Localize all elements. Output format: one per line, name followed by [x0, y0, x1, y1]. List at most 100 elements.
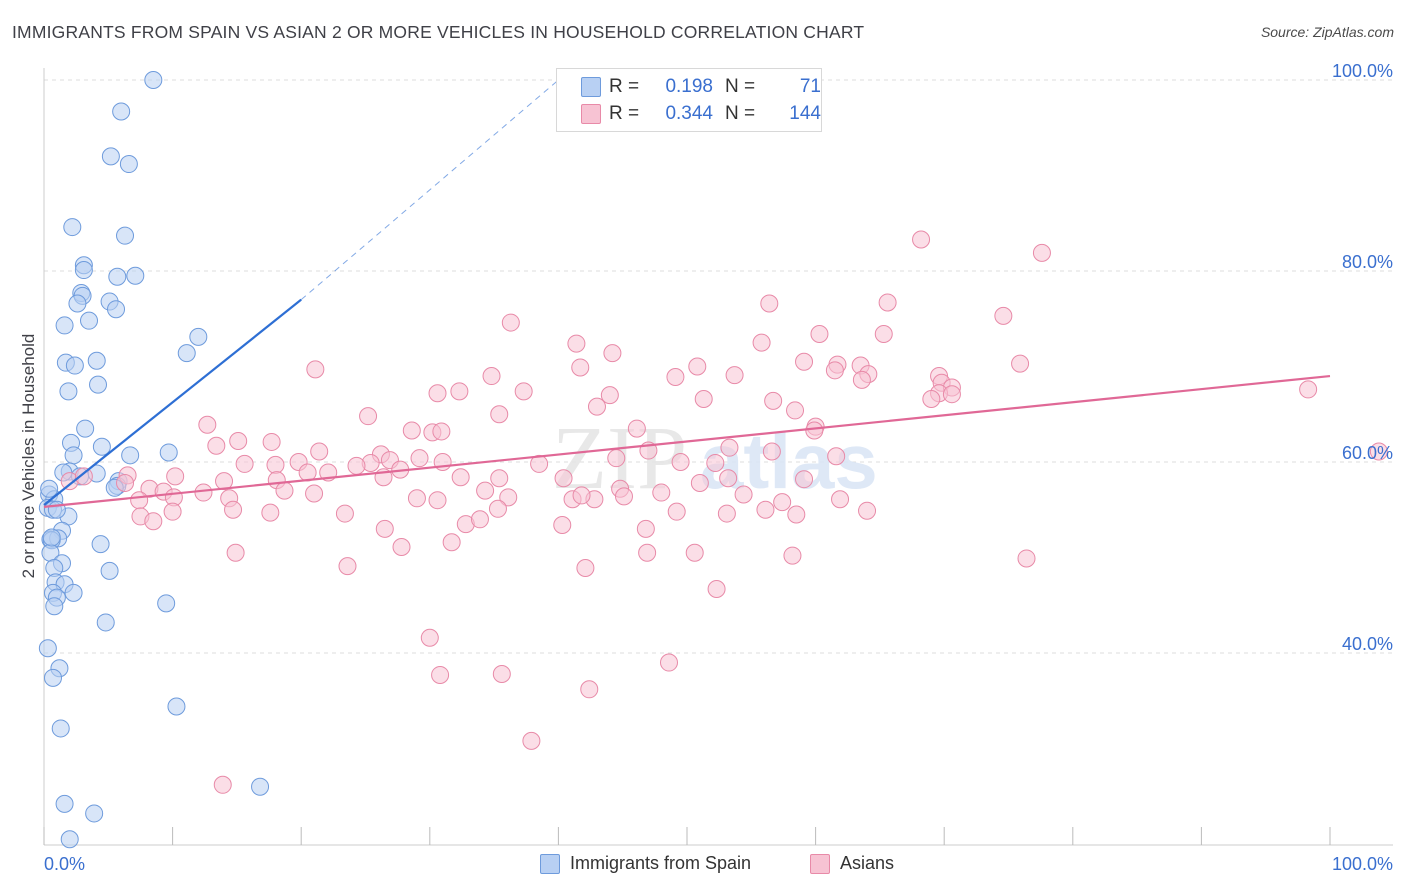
- asians-point-137: [431, 665, 450, 684]
- asians-point-48: [229, 431, 248, 450]
- asians-point-38: [786, 401, 805, 420]
- x-tick-label-1: 100.0%: [1332, 854, 1393, 874]
- asians-point-45: [432, 422, 451, 441]
- asians-point-42: [198, 415, 217, 434]
- asians-point-130: [783, 546, 802, 565]
- legend-r-label: R =: [609, 103, 640, 124]
- asians-point-103: [572, 486, 591, 505]
- asians-point-129: [685, 543, 704, 562]
- spain-point-64: [85, 804, 104, 823]
- asians-point-53: [762, 442, 781, 461]
- correlation-legend: R = 0.198 N = 71 R = 0.344 N = 144: [556, 68, 822, 132]
- legend-r-label: R =: [609, 76, 640, 97]
- asians-point-109: [224, 500, 243, 519]
- spain-point-65: [60, 830, 79, 849]
- trend-line-spain-extension: [300, 79, 559, 301]
- asians-point-31: [450, 382, 469, 401]
- y-tick-label-0: 100.0%: [1332, 61, 1393, 81]
- spain-point-17: [189, 327, 208, 346]
- spain-point-14: [107, 300, 126, 319]
- asians-point-47: [805, 421, 824, 440]
- asians-point-43: [402, 421, 421, 440]
- asians-point-27: [1299, 380, 1318, 399]
- asians-point-113: [667, 502, 686, 521]
- legend-r-value: 0.344: [665, 103, 713, 124]
- spain-point-48: [100, 561, 119, 580]
- asians-point-86: [451, 468, 470, 487]
- spain-point-22: [89, 375, 108, 394]
- asians-point-74: [490, 469, 509, 488]
- trend-line-spain: [43, 298, 302, 506]
- asians-point-112: [488, 499, 507, 518]
- asians-point-97: [652, 483, 671, 502]
- spain-point-29: [64, 446, 83, 465]
- gridlines: [44, 79, 1393, 654]
- asians-point-122: [553, 516, 572, 535]
- spain-point-15: [80, 311, 99, 330]
- asians-point-19: [482, 367, 501, 386]
- asians-point-116: [787, 505, 806, 524]
- asians-point-0: [912, 230, 931, 249]
- asians-point-60: [827, 447, 846, 466]
- spain-point-67: [42, 528, 61, 547]
- asians-point-30: [428, 384, 447, 403]
- asians-point-108: [163, 502, 182, 521]
- asians-point-20: [725, 366, 744, 385]
- asians-point-107: [773, 493, 792, 512]
- asians-point-35: [764, 391, 783, 410]
- asians-point-115: [756, 500, 775, 519]
- asians-point-57: [410, 449, 429, 468]
- asians-point-46: [627, 419, 646, 438]
- asians-point-80: [74, 467, 93, 486]
- asians-point-6: [810, 325, 829, 344]
- asians-point-124: [375, 519, 394, 538]
- asians-point-139: [580, 680, 599, 699]
- legend-swatch-blue: [540, 854, 560, 874]
- asians-point-93: [476, 481, 495, 500]
- asians-point-3: [878, 293, 897, 312]
- asians-point-29: [514, 382, 533, 401]
- y-axis-title: 2 or more Vehicles in Household: [19, 334, 38, 579]
- asians-point-18: [825, 361, 844, 380]
- spain-point-3: [119, 155, 138, 174]
- trend-line-asians: [43, 374, 1331, 508]
- spain-point-2: [101, 147, 120, 166]
- asians-point-22: [666, 368, 685, 387]
- asians-point-117: [858, 501, 877, 520]
- asians-point-111: [335, 504, 354, 523]
- asians-point-5: [501, 313, 520, 332]
- asians-point-82: [116, 474, 135, 493]
- asians-point-8: [752, 333, 771, 352]
- asians-point-17: [688, 357, 707, 376]
- y-tick-label-2: 60.0%: [1342, 443, 1393, 463]
- asians-point-127: [226, 543, 245, 562]
- spain-point-0: [144, 71, 163, 89]
- asians-point-33: [694, 389, 713, 408]
- chart-title: IMMIGRANTS FROM SPAIN VS ASIAN 2 OR MORE…: [12, 22, 865, 42]
- asians-point-102: [499, 488, 518, 507]
- asians-point-34: [942, 385, 961, 404]
- asians-point-128: [638, 543, 657, 562]
- asians-point-125: [442, 533, 461, 552]
- asians-point-134: [707, 580, 726, 599]
- spain-point-59: [44, 668, 63, 687]
- asians-point-50: [310, 442, 329, 461]
- spain-point-8: [108, 267, 127, 286]
- y-tick-label-3: 40.0%: [1342, 634, 1393, 654]
- asians-point-91: [275, 481, 294, 500]
- asians-point-78: [690, 474, 709, 493]
- asians-point-141: [213, 775, 232, 794]
- asians-point-1: [1032, 243, 1051, 262]
- asians-point-98: [734, 485, 753, 504]
- asians-point-114: [717, 504, 736, 523]
- series-asians: [60, 230, 1388, 794]
- spain-point-61: [51, 719, 70, 738]
- spain-point-18: [177, 344, 196, 363]
- spain-point-56: [96, 613, 115, 632]
- spain-point-55: [45, 597, 64, 616]
- asians-point-9: [567, 334, 586, 353]
- asians-point-131: [1017, 549, 1036, 568]
- spain-point-66: [47, 500, 66, 519]
- legend-r-value: 0.198: [665, 76, 713, 97]
